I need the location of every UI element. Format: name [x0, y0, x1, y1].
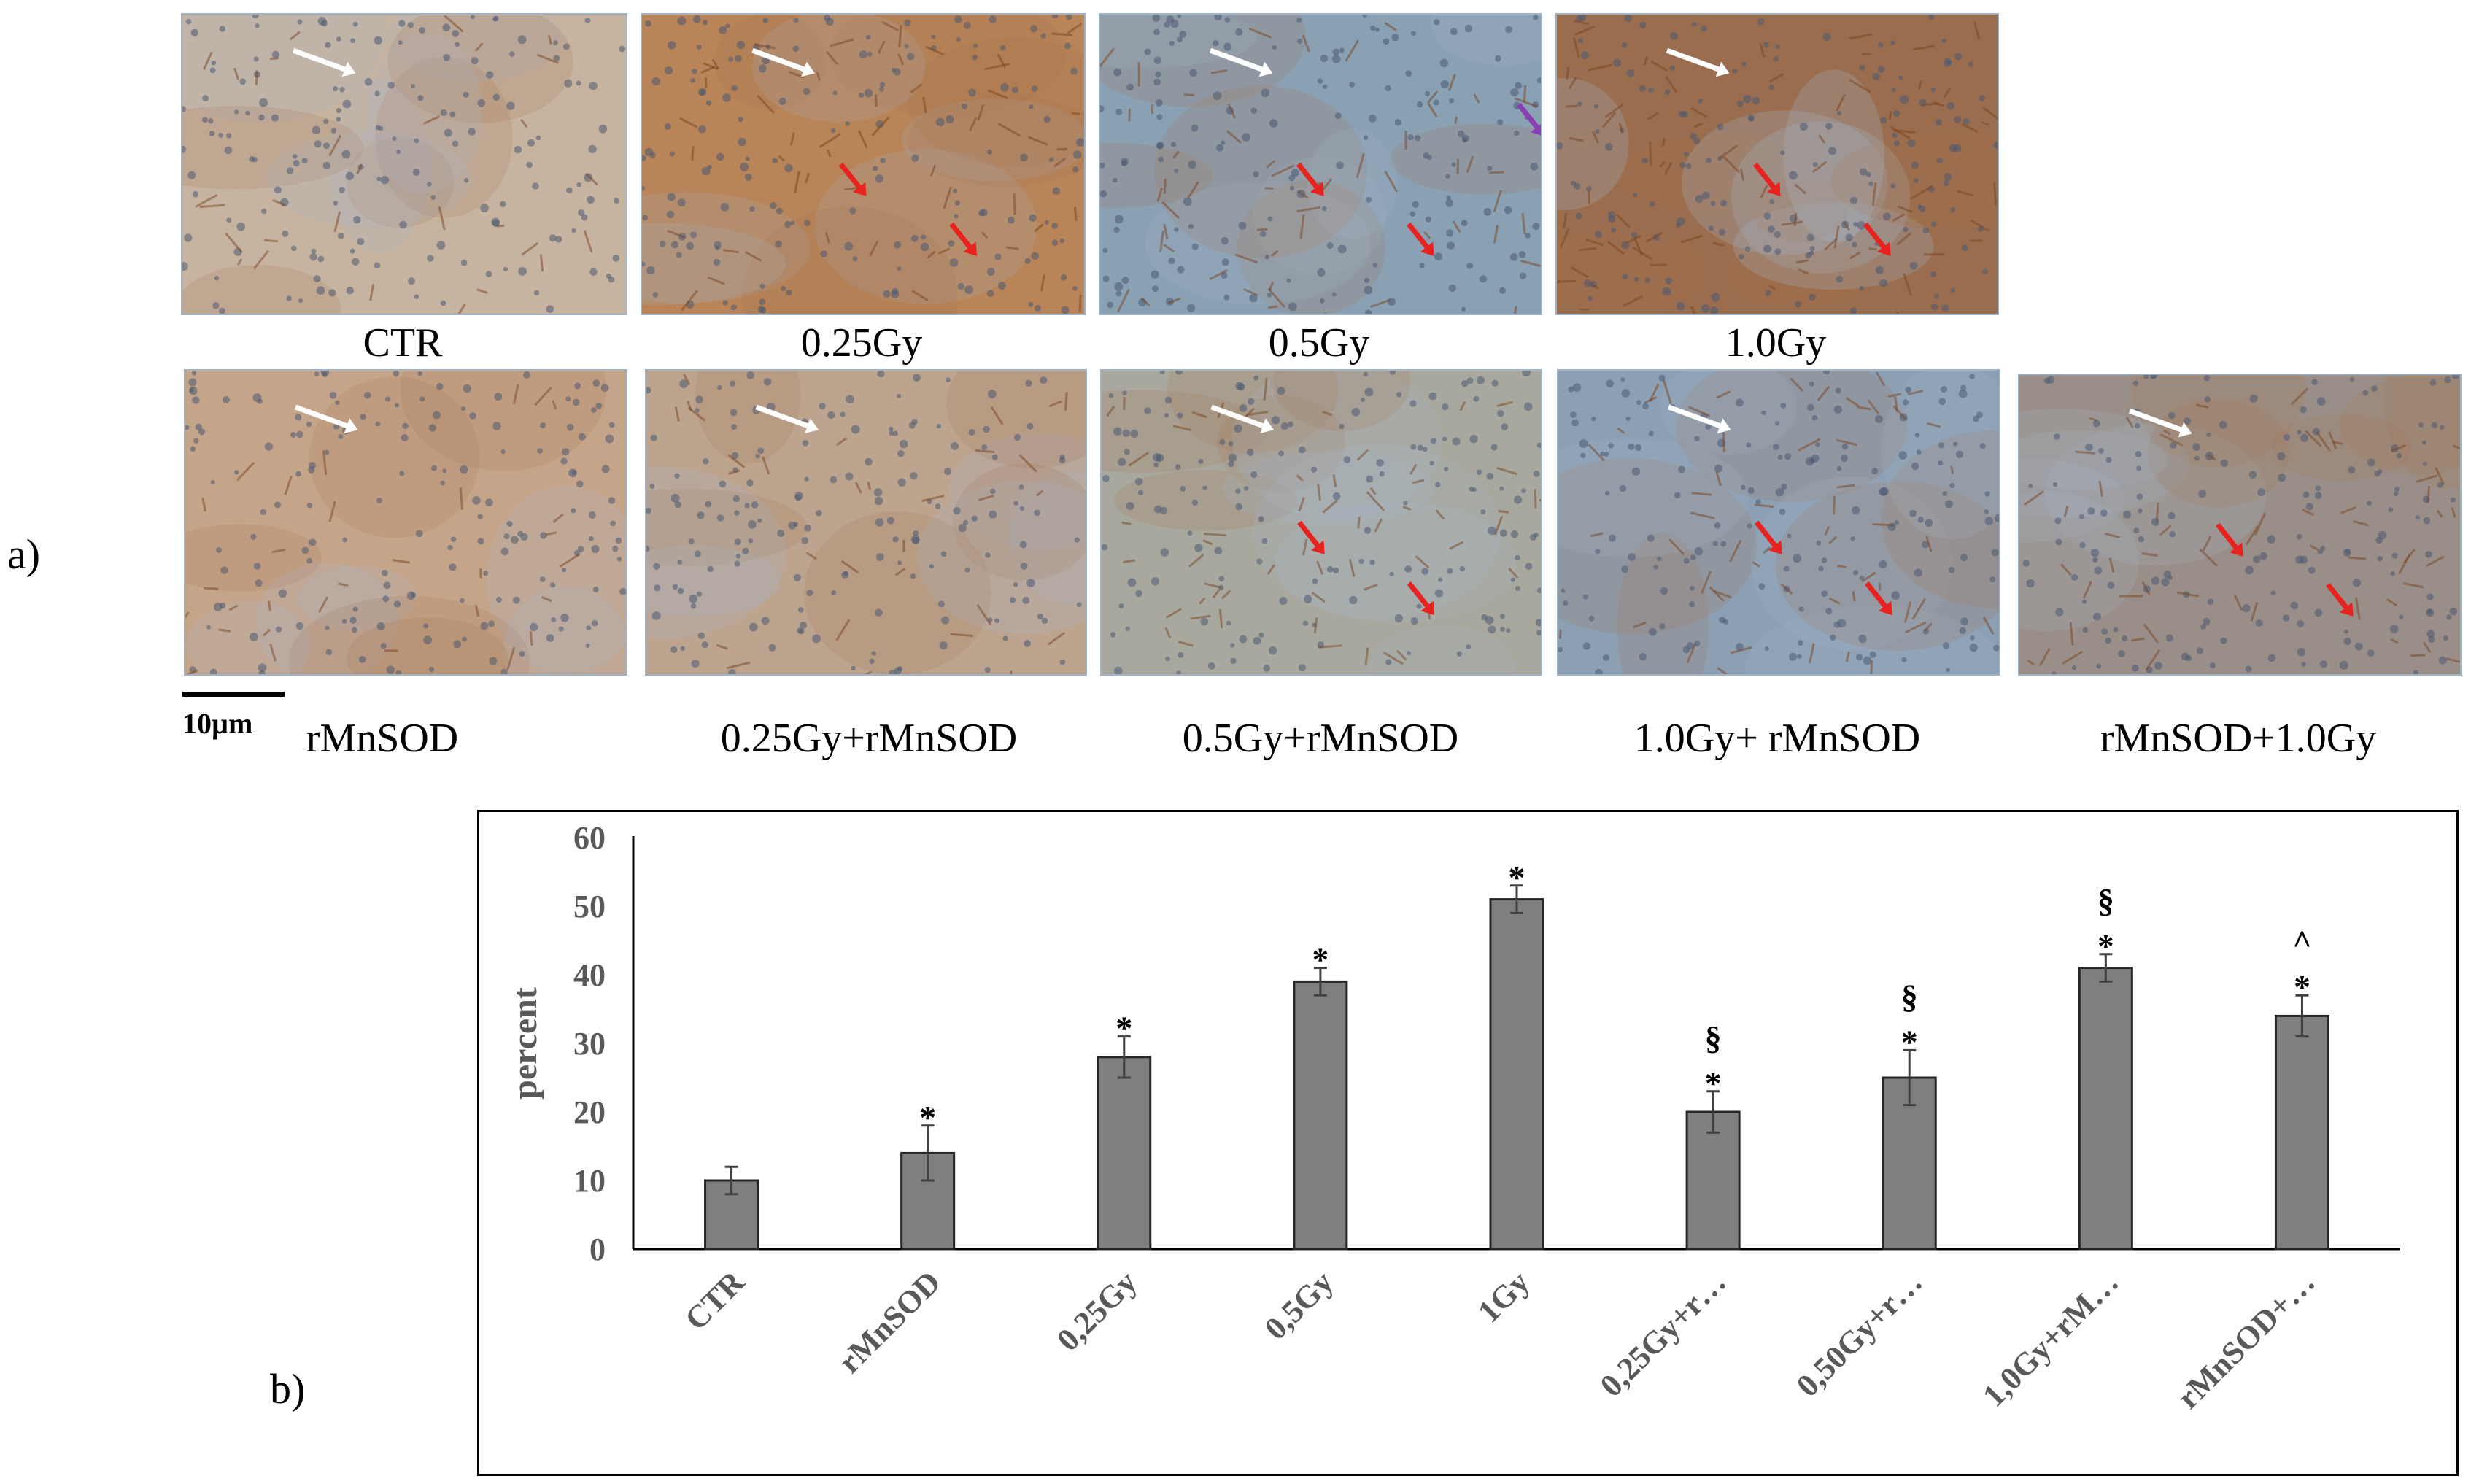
- x-tick-label: rMnSOD: [832, 1264, 948, 1380]
- red-arrow-marker: [838, 162, 867, 196]
- bar: [2274, 1014, 2329, 1251]
- white-arrow-marker: [751, 47, 815, 77]
- panel-a-label: a): [7, 530, 41, 578]
- white-arrow-marker: [755, 404, 819, 433]
- white-arrow-marker: [1209, 47, 1273, 77]
- micrograph-1: [181, 13, 627, 315]
- significance-marker: *: [919, 1099, 936, 1136]
- red-arrow-marker: [2326, 582, 2354, 617]
- x-tick-label: 0,5Gy: [1258, 1264, 1340, 1346]
- micrograph-2: [641, 13, 1086, 315]
- significance-marker: *: [1509, 859, 1525, 896]
- significance-marker: *: [2097, 927, 2114, 965]
- x-tick-label: rMnSOD+…: [2170, 1264, 2322, 1415]
- y-tick-label: 30: [573, 1026, 606, 1062]
- significance-marker: *: [2294, 968, 2310, 1005]
- significance-marker: *: [1312, 941, 1329, 978]
- white-arrow-marker: [294, 404, 358, 433]
- y-tick-label: 10: [573, 1163, 606, 1199]
- x-tick-label: 1,0Gy+rM…: [1976, 1264, 2125, 1413]
- red-arrow-marker: [1296, 162, 1324, 196]
- y-tick-label: 50: [573, 889, 606, 924]
- bar: [1097, 1056, 1152, 1251]
- purple-arrow-marker: [1517, 102, 1541, 136]
- micrograph-caption: 1.0Gy+ rMnSOD: [1633, 716, 1921, 761]
- y-tick-label: 0: [589, 1232, 606, 1267]
- red-arrow-marker: [1865, 581, 1892, 616]
- red-arrow-marker: [1755, 520, 1782, 554]
- micrograph-caption: 0.5Gy: [1268, 320, 1370, 366]
- micrograph-8: [1557, 369, 2000, 676]
- red-arrow-marker: [949, 222, 978, 256]
- y-tick-label: 40: [573, 957, 606, 993]
- bar: [1882, 1076, 1937, 1251]
- micrograph-5: [184, 369, 627, 676]
- x-tick-label: 0,25Gy+r…: [1593, 1264, 1733, 1404]
- y-axis-label: percent: [506, 987, 544, 1100]
- bar: [1489, 898, 1544, 1251]
- panel-b-label: b): [270, 1365, 306, 1412]
- y-tick-label: 20: [573, 1094, 606, 1130]
- red-arrow-marker: [2216, 522, 2243, 557]
- significance-marker: *: [1115, 1010, 1132, 1047]
- scale-bar: [182, 692, 285, 697]
- micrograph-9: [2018, 374, 2462, 676]
- x-tick-label: 0,50Gy+r…: [1790, 1264, 1930, 1404]
- red-arrow-marker: [1407, 222, 1434, 256]
- micrograph-caption: 1.0Gy: [1725, 320, 1827, 366]
- bar: [1685, 1110, 1741, 1251]
- red-arrow-marker: [1297, 520, 1325, 554]
- red-arrow-marker: [1863, 222, 1891, 256]
- x-tick-label: CTR: [678, 1264, 751, 1337]
- bar: [2078, 967, 2133, 1251]
- white-arrow-marker: [1667, 404, 1731, 433]
- x-tick-label: 1Gy: [1471, 1264, 1536, 1329]
- red-arrow-marker: [1407, 581, 1435, 616]
- significance-marker: ^: [2292, 923, 2312, 960]
- micrograph-7: [1100, 369, 1542, 676]
- white-arrow-marker: [1666, 47, 1730, 77]
- micrograph-caption: 0.5Gy+rMnSOD: [1182, 716, 1459, 761]
- chart-frame: [477, 810, 2459, 1476]
- white-arrow-marker: [1210, 404, 1274, 433]
- micrograph-6: [645, 369, 1087, 676]
- scale-bar-label: 10µm: [182, 707, 253, 740]
- micrograph-caption: 0.25Gy: [800, 320, 923, 366]
- bar: [1293, 980, 1348, 1251]
- micrograph-caption: CTR: [363, 320, 443, 366]
- significance-marker: §: [2097, 882, 2114, 919]
- significance-marker: §: [1901, 978, 1918, 1015]
- micrograph-4: [1555, 13, 1999, 315]
- micrograph-caption: rMnSOD: [306, 716, 459, 761]
- significance-marker: *: [1705, 1064, 1722, 1102]
- micrograph-caption: rMnSOD+1.0Gy: [2100, 716, 2377, 761]
- red-arrow-marker: [1753, 162, 1781, 196]
- y-tick-label: 60: [573, 820, 606, 856]
- x-tick-label: 0,25Gy: [1050, 1264, 1144, 1358]
- white-arrow-marker: [2128, 408, 2192, 438]
- micrograph-3: [1099, 13, 1542, 315]
- micrograph-caption: 0.25Gy+rMnSOD: [720, 716, 1018, 761]
- significance-marker: *: [1901, 1023, 1918, 1060]
- significance-marker: §: [1705, 1019, 1722, 1056]
- white-arrow-marker: [292, 47, 356, 77]
